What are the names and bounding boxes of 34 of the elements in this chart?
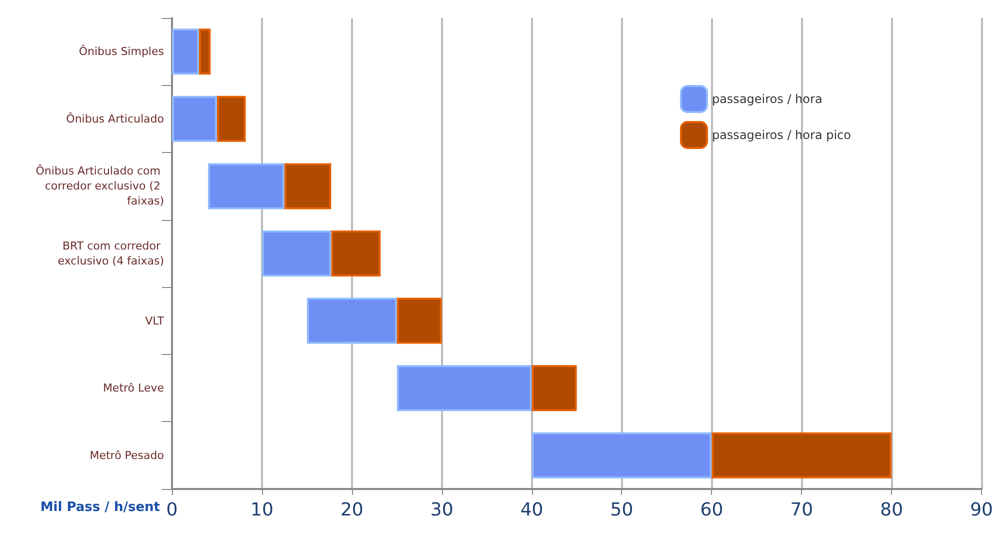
x-tick-label: 90 bbox=[970, 500, 993, 520]
x-tick-label: 70 bbox=[790, 500, 814, 520]
bar bbox=[172, 28, 199, 75]
bar bbox=[331, 230, 381, 276]
x-tick-label: 50 bbox=[610, 500, 634, 520]
x-tick-label: 80 bbox=[880, 500, 904, 520]
x-tick-label: 10 bbox=[250, 500, 274, 520]
x-axis-title: Mil Pass / h/sent bbox=[40, 500, 160, 515]
y-tick-label: BRT com corredor exclusivo (4 faixas) bbox=[58, 240, 164, 268]
legend-label: passageiros / hora bbox=[712, 92, 822, 106]
x-tick-label: 20 bbox=[340, 500, 364, 520]
bar bbox=[396, 298, 442, 344]
y-tick-label: VLT bbox=[145, 314, 164, 328]
y-tick-label: Ônibus Articulado com corredor exclusivo (2 faixas) bbox=[36, 164, 164, 208]
bar bbox=[262, 230, 332, 276]
bar bbox=[284, 163, 332, 210]
bar bbox=[532, 365, 577, 412]
x-tick-label: 40 bbox=[520, 500, 544, 520]
x-tick-label: 0 bbox=[166, 500, 178, 520]
y-tick-label: Metrô Pesado bbox=[90, 448, 164, 462]
x-tick-label: 30 bbox=[430, 500, 454, 520]
y-tick-label: Ônibus Articulado bbox=[66, 111, 164, 126]
legend-label: passageiros / hora pico bbox=[712, 128, 852, 142]
bar bbox=[306, 298, 397, 344]
bar bbox=[172, 96, 217, 142]
bar bbox=[396, 365, 532, 412]
bar bbox=[712, 432, 892, 478]
y-tick-label: Metrô Leve bbox=[102, 382, 164, 395]
bar bbox=[216, 96, 246, 142]
bar bbox=[198, 28, 211, 75]
x-tick-label: 60 bbox=[700, 500, 724, 520]
bar bbox=[532, 432, 712, 478]
y-tick-label: Ônibus Simples bbox=[78, 44, 164, 58]
bar bbox=[208, 163, 284, 210]
